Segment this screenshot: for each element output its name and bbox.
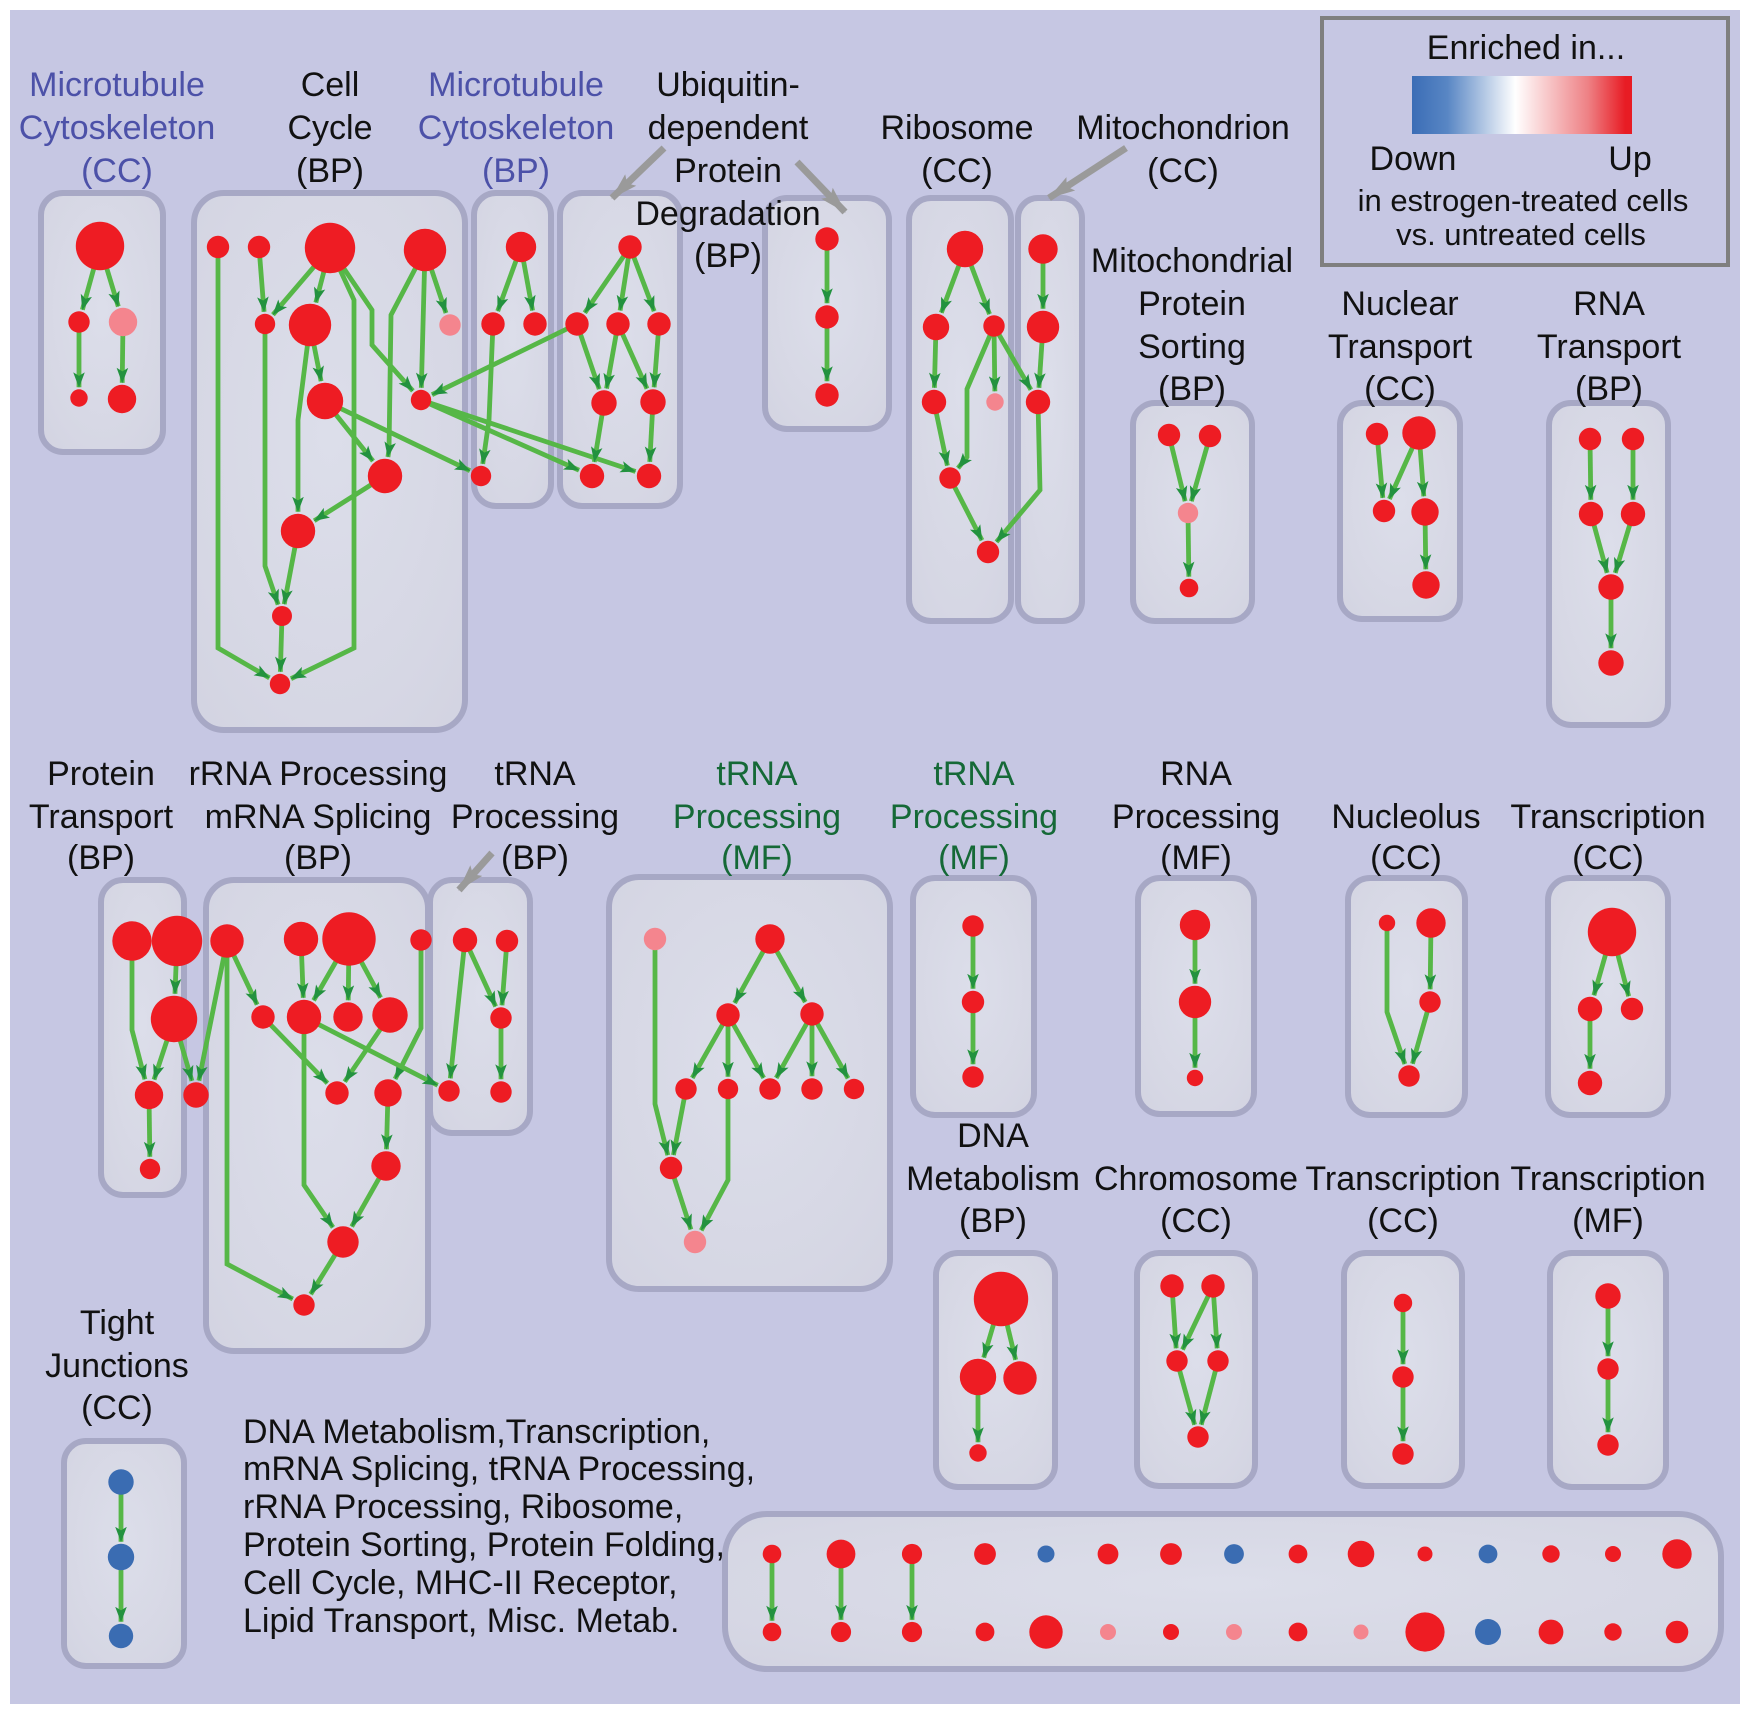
svg-text:(CC): (CC) [1147,152,1219,190]
svg-text:(CC): (CC) [81,1389,153,1427]
svg-text:DNA: DNA [957,1117,1029,1155]
svg-text:dependent: dependent [648,109,809,147]
svg-text:Mitochondrion: Mitochondrion [1076,109,1290,147]
svg-text:Processing: Processing [1112,798,1280,836]
svg-text:Lipid Transport, Misc. Metab.: Lipid Transport, Misc. Metab. [243,1602,680,1640]
svg-text:Down: Down [1370,140,1457,178]
svg-text:(BP): (BP) [959,1202,1027,1240]
svg-text:Tight: Tight [80,1304,155,1342]
svg-text:Protein: Protein [674,152,782,190]
svg-text:Cell Cycle, MHC-II Receptor,: Cell Cycle, MHC-II Receptor, [243,1564,678,1602]
svg-text:Degradation: Degradation [635,195,820,233]
svg-text:Junctions: Junctions [45,1347,189,1385]
svg-text:Transport: Transport [1537,328,1682,366]
svg-text:Processing: Processing [451,798,619,836]
svg-text:Sorting: Sorting [1138,328,1246,366]
svg-text:Cycle: Cycle [287,109,372,147]
svg-text:Transcription: Transcription [1510,798,1705,836]
svg-text:Nuclear: Nuclear [1341,285,1458,323]
svg-text:(BP): (BP) [296,152,364,190]
svg-text:Chromosome: Chromosome [1094,1160,1298,1198]
svg-text:Transport: Transport [29,798,174,836]
svg-text:Processing: Processing [673,798,841,836]
svg-text:tRNA: tRNA [716,755,798,793]
svg-text:(BP): (BP) [284,839,352,877]
svg-text:(BP): (BP) [694,237,762,275]
svg-text:Transport: Transport [1328,328,1473,366]
svg-text:(CC): (CC) [1364,370,1436,408]
svg-text:Cytoskeleton: Cytoskeleton [19,109,216,147]
svg-text:Metabolism: Metabolism [906,1160,1080,1198]
svg-text:Nucleolus: Nucleolus [1331,798,1480,836]
svg-text:Protein: Protein [47,755,155,793]
svg-text:(BP): (BP) [1575,370,1643,408]
svg-text:Transcription: Transcription [1305,1160,1500,1198]
svg-text:(MF): (MF) [721,839,793,877]
svg-text:Ubiquitin-: Ubiquitin- [656,66,800,104]
svg-text:(MF): (MF) [1572,1202,1644,1240]
svg-text:Protein: Protein [1138,285,1246,323]
svg-text:tRNA: tRNA [933,755,1015,793]
svg-text:(CC): (CC) [1370,839,1442,877]
svg-text:(CC): (CC) [1572,839,1644,877]
svg-text:vs. untreated cells: vs. untreated cells [1396,217,1646,252]
svg-text:DNA Metabolism,Transcription,: DNA Metabolism,Transcription, [243,1413,710,1451]
svg-text:tRNA: tRNA [494,755,576,793]
svg-text:(MF): (MF) [938,839,1010,877]
svg-text:Cytoskeleton: Cytoskeleton [418,109,615,147]
svg-text:Up: Up [1608,140,1651,178]
svg-text:in estrogen-treated cells: in estrogen-treated cells [1358,183,1689,218]
svg-text:Processing: Processing [890,798,1058,836]
svg-text:Enriched in...: Enriched in... [1427,29,1625,67]
svg-text:Microtubule: Microtubule [29,66,205,104]
svg-text:Cell: Cell [301,66,360,104]
svg-text:RNA: RNA [1160,755,1232,793]
svg-text:Mitochondrial: Mitochondrial [1091,242,1293,280]
svg-text:(CC): (CC) [921,152,993,190]
svg-text:(CC): (CC) [81,152,153,190]
svg-text:RNA: RNA [1573,285,1645,323]
svg-text:(BP): (BP) [67,839,135,877]
svg-text:Ribosome: Ribosome [880,109,1033,147]
svg-text:(MF): (MF) [1160,839,1232,877]
svg-text:Transcription: Transcription [1510,1160,1705,1198]
svg-text:(CC): (CC) [1367,1202,1439,1240]
svg-text:Protein Sorting, Protein Foldi: Protein Sorting, Protein Folding, [243,1526,725,1564]
svg-text:Microtubule: Microtubule [428,66,604,104]
svg-text:rRNA Processing, Ribosome,: rRNA Processing, Ribosome, [243,1488,683,1526]
svg-text:(CC): (CC) [1160,1202,1232,1240]
svg-text:(BP): (BP) [482,152,550,190]
svg-text:rRNA Processing: rRNA Processing [189,755,448,793]
svg-text:(BP): (BP) [1158,370,1226,408]
svg-text:(BP): (BP) [501,839,569,877]
svg-text:mRNA Splicing: mRNA Splicing [205,798,432,836]
svg-text:mRNA Splicing, tRNA Processing: mRNA Splicing, tRNA Processing, [243,1450,755,1488]
